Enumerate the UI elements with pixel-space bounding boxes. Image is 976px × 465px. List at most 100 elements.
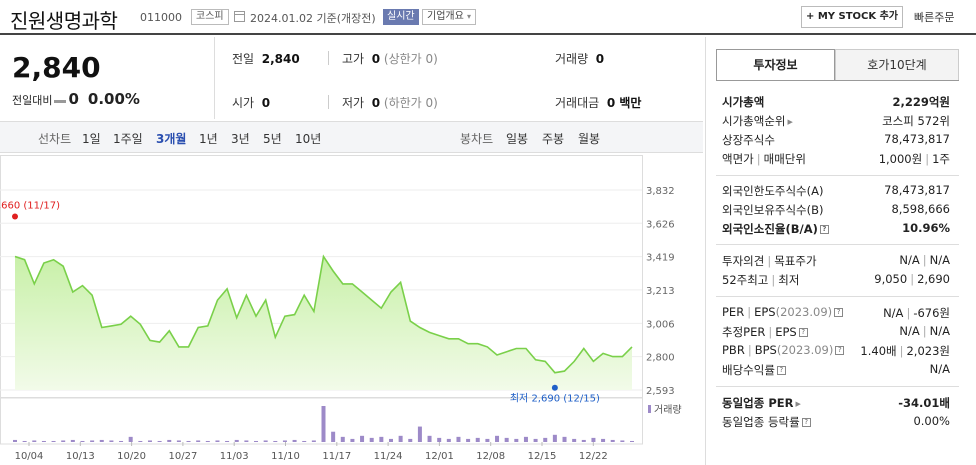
candle-daily[interactable]: 일봉 [506, 132, 529, 146]
volume-bar [466, 438, 471, 442]
x-tick-label: 11/03 [220, 451, 249, 462]
open-label: 시가 [232, 96, 255, 110]
volume-bar [292, 439, 297, 442]
volume-bar [340, 436, 345, 442]
per-value: N/A [883, 306, 904, 320]
est-per-label: 추정PER [722, 325, 766, 339]
help-icon[interactable]: ? [776, 366, 786, 375]
foreign-hold-value: 8,598,666 [891, 202, 950, 216]
opinion-value: N/A [899, 253, 920, 267]
volume-bar [379, 436, 384, 442]
period-1y[interactable]: 1년 [199, 132, 218, 146]
opinion-row: 투자의견 | 목표주가 N/A | N/A [722, 253, 950, 268]
est-eps-label: EPS [775, 325, 797, 339]
foreign-limit-row: 외국인한도주식수(A) 78,473,817 [722, 183, 950, 201]
sector-per-row: 동일업종 PER ▶ -34.01배 [722, 395, 950, 413]
volume-bar [61, 440, 66, 442]
eps-label: EPS [754, 305, 776, 319]
change-row: 전일대비 0 0.00% [12, 90, 140, 108]
quick-order-link[interactable]: 빠른주문 [914, 11, 955, 24]
amount-label: 거래대금 [555, 96, 600, 110]
volume-bar [630, 440, 634, 442]
realtime-button[interactable]: 실시간 [383, 9, 419, 25]
market-cap-rank-row: 시가총액순위 ▶ 코스피 572위 [722, 113, 950, 131]
company-info-dropdown[interactable]: 기업개요 ▾ [422, 9, 477, 25]
volume-bar [331, 431, 336, 442]
volume-bar [620, 440, 625, 442]
shares-label: 상장주식수 [722, 133, 775, 147]
period-1d[interactable]: 1일 [82, 132, 101, 146]
price-chart[interactable]: 3,832 3,626 3,419 3,213 3,006 2,800 2,593 10/04… [0, 155, 703, 465]
market-cap-rank-value: 코스피 572위 [882, 114, 950, 128]
add-mystock-button[interactable]: + MY STOCK 추가 [801, 6, 903, 28]
volume-bar [99, 439, 104, 442]
high-label: 고가 [342, 52, 365, 66]
price-area [15, 256, 632, 390]
volume-bar [282, 440, 287, 442]
market-cap-rank-label: 시가총액순위 [722, 114, 786, 128]
volume-bar [147, 440, 152, 442]
volume-bar [302, 440, 307, 442]
foreign-ratio-value: 10.96% [902, 221, 950, 235]
volume-bar [41, 440, 46, 442]
period-10y[interactable]: 10년 [295, 132, 322, 146]
bps-period: (2023.09) [776, 343, 834, 357]
help-icon[interactable]: ? [798, 328, 808, 337]
shares-row: 상장주식수 78,473,817 [722, 132, 950, 150]
y-tick-label: 2,800 [646, 353, 675, 364]
candle-chart-label: 봉차트 [460, 132, 494, 146]
volume-bar [456, 436, 461, 442]
sector-change-label: 동일업종 등락률 [722, 415, 800, 429]
volume-bar [263, 440, 268, 442]
tab-order-book[interactable]: 호가10단계 [835, 49, 959, 81]
caret-right-icon: ▶ [795, 399, 801, 408]
week52-low-value: 2,690 [917, 272, 950, 286]
est-per-row: 추정PER | EPS? N/A | N/A [722, 324, 950, 339]
volume-bar [350, 438, 355, 442]
stock-code: 011000 [140, 11, 182, 24]
caret-down-icon: ▾ [467, 12, 472, 21]
period-5y[interactable]: 5년 [263, 132, 282, 146]
week52-row: 52주최고 | 최저 9,050 | 2,690 [722, 272, 950, 287]
volume-bar [196, 440, 201, 442]
current-price: 2,840 [12, 51, 101, 84]
x-tick-label: 10/20 [117, 451, 146, 462]
period-1w[interactable]: 1주일 [113, 132, 143, 146]
reference-date: 2024.01.02 기준(개장전) [250, 12, 376, 25]
volume-bar [504, 437, 509, 442]
help-icon[interactable]: ? [834, 308, 844, 317]
divider [716, 175, 959, 176]
period-3m[interactable]: 3개월 [156, 132, 187, 146]
volume-bar [388, 438, 393, 442]
volume-bar [311, 440, 316, 442]
volume-bar [32, 440, 37, 442]
y-tick-label: 2,593 [646, 386, 675, 397]
foreign-hold-row: 외국인보유주식수(B) 8,598,666 [722, 202, 950, 220]
volume-bar [552, 434, 557, 442]
par-value: 1,000원 [878, 152, 923, 166]
help-icon[interactable]: ? [801, 418, 811, 427]
company-info-label: 기업개요 [427, 11, 464, 22]
shares-value: 78,473,817 [884, 132, 950, 146]
price-box: 2,840 전일대비 0 0.00% [0, 37, 215, 119]
help-icon[interactable]: ? [835, 346, 845, 355]
per-label: PER [722, 305, 745, 319]
par-label: 액면가 [722, 152, 754, 166]
line-chart-label: 선차트 [38, 132, 72, 146]
period-3y[interactable]: 3년 [231, 132, 250, 146]
volume-bar [360, 435, 365, 442]
foreign-limit-label: 외국인한도주식수(A) [722, 184, 824, 198]
x-tick-label: 11/17 [322, 451, 351, 462]
target-label: 목표주가 [774, 254, 817, 268]
divider [716, 244, 959, 245]
candle-weekly[interactable]: 주봉 [542, 132, 565, 146]
volume-bar [273, 440, 278, 442]
bps-value: 2,023원 [906, 344, 950, 358]
stock-name: 진원생명과학 [10, 9, 118, 33]
volume-bar [446, 438, 451, 442]
help-icon[interactable]: ? [819, 225, 829, 234]
candle-monthly[interactable]: 월봉 [578, 132, 601, 146]
low-label: 저가 [342, 96, 365, 110]
x-tick-label: 12/22 [579, 451, 608, 462]
tab-investment-info[interactable]: 투자정보 [716, 49, 835, 81]
